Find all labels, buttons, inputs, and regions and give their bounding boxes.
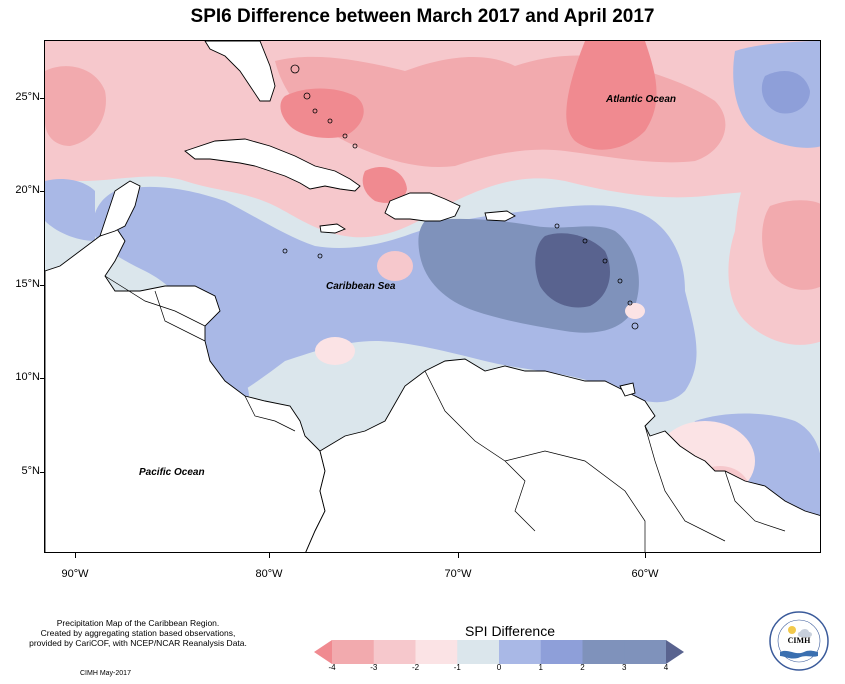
legend-tick-label: -4 <box>328 663 336 672</box>
lat-label-15: 15°N <box>15 278 40 290</box>
lat-label-20: 20°N <box>15 184 40 196</box>
map-area <box>44 40 821 553</box>
legend-tick-label: 1 <box>538 663 543 672</box>
negative-patch-1 <box>377 251 413 281</box>
note-line-3: provided by CariCOF, with NCEP/NCAR Rean… <box>29 638 247 648</box>
negative-patch-3 <box>625 303 645 319</box>
lon-label-70: 70°W <box>444 568 472 580</box>
lon-tick <box>645 553 646 558</box>
legend-swatch <box>540 640 583 664</box>
legend-tick-label: 4 <box>663 663 669 672</box>
legend-swatch <box>582 640 625 664</box>
pacific-ocean-label: Pacific Ocean <box>139 467 205 478</box>
negative-core-hispaniola <box>362 167 407 203</box>
note-line-1: Precipitation Map of the Caribbean Regio… <box>56 618 220 628</box>
logo-label: CIMH <box>787 636 811 645</box>
legend-colorbar <box>314 640 684 664</box>
negative-core-east <box>762 200 820 290</box>
lon-label-90: 90°W <box>61 568 89 580</box>
note-line-2: Created by aggregating station based obs… <box>40 628 236 638</box>
negative-core-atlantic <box>566 41 657 150</box>
legend-tick-label: -3 <box>370 663 378 672</box>
lat-tick <box>40 378 44 379</box>
map-description: Precipitation Map of the Caribbean Regio… <box>18 618 258 648</box>
land-hispaniola <box>384 192 461 222</box>
negative-patch-2 <box>315 337 355 365</box>
legend-title: SPI Difference <box>464 623 555 639</box>
legend-swatch-min <box>314 640 332 664</box>
legend-tick-label: 2 <box>580 663 585 672</box>
legend-swatch <box>499 640 542 664</box>
lat-label-25: 25°N <box>15 91 40 103</box>
lon-tick <box>75 553 76 558</box>
land-puerto-rico <box>484 210 516 222</box>
negative-region-west <box>45 66 106 146</box>
legend-tick-label: 0 <box>496 663 502 672</box>
land-yucatan <box>99 180 141 237</box>
cimh-logo <box>769 611 829 671</box>
lon-label-60: 60°W <box>631 568 659 580</box>
lat-tick <box>40 191 44 192</box>
legend-tick-label: 3 <box>622 663 627 672</box>
spi-difference-map <box>45 41 820 552</box>
legend-swatch <box>457 640 500 664</box>
negative-core-bahamas <box>280 88 364 138</box>
legend-swatch-max <box>666 640 684 664</box>
positive-max-caribbean <box>535 233 610 308</box>
country-borders <box>104 275 786 552</box>
positive-core-northeast <box>761 71 810 114</box>
legend-tick-label: -1 <box>453 663 461 672</box>
lat-label-10: 10°N <box>15 371 40 383</box>
caribbean-sea-label: Caribbean Sea <box>326 281 396 292</box>
legend-swatch <box>332 640 375 664</box>
lon-tick <box>458 553 459 558</box>
lat-tick <box>40 285 44 286</box>
lat-tick <box>40 472 44 473</box>
legend-swatch <box>624 640 666 664</box>
positive-region-westcoast <box>45 179 95 241</box>
legend-tick-label: -2 <box>411 663 420 672</box>
lon-label-80: 80°W <box>255 568 283 580</box>
land-trinidad <box>619 382 636 397</box>
land-jamaica <box>319 223 346 234</box>
lat-label-5: 5°N <box>21 465 40 477</box>
credit-text: CIMH May-2017 <box>80 670 131 677</box>
lat-tick <box>40 98 44 99</box>
legend-swatch <box>373 640 416 664</box>
lon-tick <box>269 553 270 558</box>
atlantic-ocean-label: Atlantic Ocean <box>606 94 677 105</box>
land-cuba <box>184 138 361 192</box>
small-islands <box>282 64 639 330</box>
map-title: SPI6 Difference between March 2017 and A… <box>190 6 655 27</box>
legend-swatch <box>415 640 458 664</box>
land-florida <box>204 41 276 102</box>
